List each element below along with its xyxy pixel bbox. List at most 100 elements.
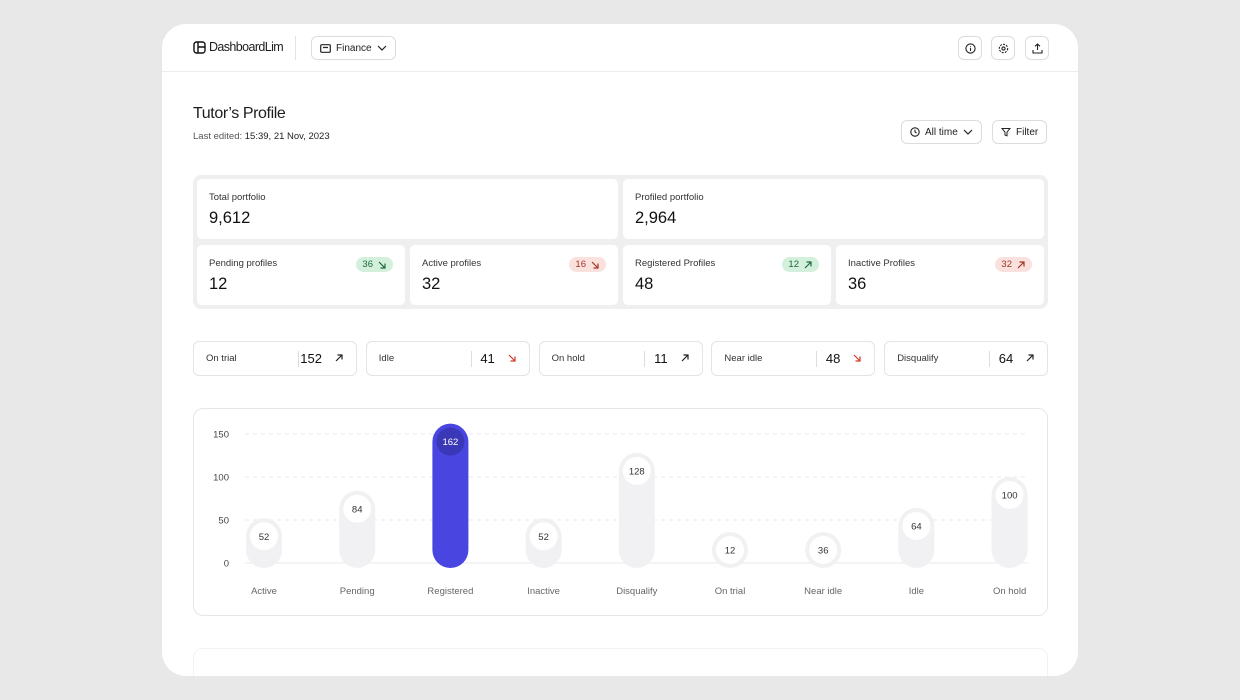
bar-value-label: 52: [259, 532, 270, 543]
bar: [618, 452, 655, 568]
stats-panel: Total portfolio 9,612 Profiled portfolio 2,…: [193, 175, 1048, 309]
info-icon: [964, 42, 976, 54]
trend-arrow: [508, 354, 516, 362]
divider: [295, 36, 296, 60]
page-title: Tutor’s Profile: [193, 105, 286, 122]
separator: [989, 351, 991, 367]
card-value: 9,612: [209, 209, 251, 227]
x-tick-label: On hold: [993, 586, 1026, 597]
profile-card: Pending profiles 12 36: [197, 245, 405, 305]
profile-card: Registered Profiles 48 12: [623, 245, 831, 305]
chart-container: 0 50 100 150 Active 52 Pending 84 Registered 162 I…: [193, 408, 1048, 616]
x-tick-label: Inactive: [527, 586, 560, 597]
x-tick-label: Active: [251, 586, 277, 597]
change-value: 36: [362, 259, 373, 270]
x-tick-label: Near idle: [804, 586, 842, 597]
workspace-name: Finance: [336, 42, 372, 54]
bar-cap: [995, 481, 1024, 509]
status-label: Disqualify: [897, 353, 939, 364]
profile-card: Inactive Profiles 36 32: [836, 245, 1044, 305]
bar-value-label: 100: [1002, 491, 1018, 502]
card-label: Profiled portfolio: [635, 192, 704, 203]
status-label: On trial: [206, 353, 237, 364]
change-value: 16: [575, 259, 586, 270]
period-select[interactable]: All time: [901, 120, 982, 144]
settings-button[interactable]: [991, 36, 1015, 60]
info-button[interactable]: [958, 36, 982, 60]
card-label: Inactive Profiles: [848, 258, 916, 269]
last-edited-label: Last edited:: [193, 131, 243, 142]
chevron: [963, 129, 973, 135]
change-badge: 32: [995, 257, 1032, 272]
status-value: 41: [480, 351, 495, 366]
trend-arrow: [1017, 260, 1025, 268]
chevron: [377, 45, 387, 51]
status-value: 64: [998, 351, 1014, 366]
status-card: Near idle 48: [711, 341, 876, 376]
change-badge: 36: [356, 257, 393, 272]
bar-value-label: 64: [911, 521, 922, 532]
y-tick-label: 100: [213, 473, 229, 484]
export-icon: [1031, 42, 1043, 54]
header-divider: [162, 71, 1078, 72]
status-value: 48: [825, 351, 841, 366]
chart: 0 50 100 150 Active 52 Pending 84 Registered 162 I…: [213, 423, 1028, 597]
card-value: 12: [209, 275, 228, 293]
settings-icon: [998, 43, 1008, 53]
logo[interactable]: DashboardLim: [193, 40, 284, 54]
filter-icon: [1001, 128, 1011, 137]
trend-arrow: [1026, 354, 1034, 362]
y-tick-label: 50: [218, 516, 229, 527]
status-label: On hold: [551, 353, 585, 364]
profile-card: Active profiles 32 16: [410, 245, 618, 305]
dashboard-card: DashboardLim Finance Tutor’s Profile Las…: [162, 24, 1078, 676]
y-tick-label: 150: [213, 430, 229, 441]
bar-cap: [902, 511, 931, 540]
separator: [816, 351, 818, 367]
bar-value-label: 12: [725, 546, 736, 557]
workspace-icon: [320, 43, 331, 53]
card-value: 2,964: [635, 209, 677, 227]
summary-card: Total portfolio 9,612: [197, 179, 618, 239]
change-badge: 16: [569, 257, 606, 272]
status-value: 152: [300, 351, 322, 366]
status-label: Idle: [378, 353, 395, 364]
trend-arrow: [378, 261, 386, 269]
bar-value-label: 52: [538, 532, 549, 543]
filter-button[interactable]: Filter: [992, 120, 1048, 144]
separator: [470, 351, 472, 367]
workspace-select[interactable]: Finance: [311, 36, 396, 60]
bar-cap: [809, 536, 838, 564]
bar-cap: [529, 522, 558, 551]
bar-value-label: 128: [629, 466, 645, 477]
status-card: Idle 41: [365, 341, 530, 376]
bar-cap: [622, 456, 651, 485]
separator: [298, 351, 299, 367]
bar-cap: [436, 427, 465, 456]
last-edited-time: 15:39, 21 Nov, 2023: [244, 131, 330, 142]
x-tick-label: Pending: [340, 586, 375, 597]
change-value: 12: [788, 259, 799, 270]
trend-arrow: [591, 261, 599, 269]
x-tick-label: Registered: [427, 586, 473, 597]
last-edited: Last edited: 15:39, 21 Nov, 2023: [193, 131, 330, 142]
clock-icon: [910, 127, 920, 137]
change-badge: 12: [782, 257, 819, 272]
status-card: On hold 11: [538, 341, 703, 376]
trend-arrow: [804, 260, 812, 268]
x-tick-label: Disqualify: [616, 586, 657, 597]
status-value: 11: [654, 351, 668, 366]
separator: [643, 351, 645, 367]
card-value: 36: [848, 275, 867, 293]
bar: [432, 423, 469, 568]
card-label: Registered Profiles: [635, 258, 716, 269]
export-button[interactable]: [1025, 36, 1049, 60]
filter-label: Filter: [1016, 126, 1039, 138]
bar-cap: [716, 536, 744, 564]
status-card: Disqualify 64: [884, 341, 1049, 376]
card-label: Total portfolio: [209, 192, 266, 203]
y-tick-label: 0: [224, 559, 229, 570]
logo-text: DashboardLim: [209, 40, 284, 54]
